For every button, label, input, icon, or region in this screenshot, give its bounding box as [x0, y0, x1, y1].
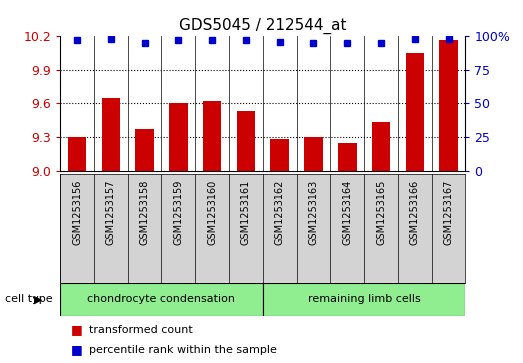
- Text: GSM1253162: GSM1253162: [275, 180, 285, 245]
- Text: ▶: ▶: [34, 294, 42, 305]
- Text: ■: ■: [71, 323, 82, 337]
- Text: GSM1253158: GSM1253158: [140, 180, 150, 245]
- Bar: [101, 98, 120, 171]
- Text: GSM1253161: GSM1253161: [241, 180, 251, 245]
- Text: GSM1253166: GSM1253166: [410, 180, 420, 245]
- Text: cell type: cell type: [5, 294, 53, 305]
- Title: GDS5045 / 212544_at: GDS5045 / 212544_at: [179, 17, 347, 33]
- Bar: [439, 40, 458, 171]
- Bar: [263, 283, 465, 316]
- Text: GSM1253156: GSM1253156: [72, 180, 82, 245]
- Bar: [405, 53, 424, 171]
- Bar: [60, 283, 263, 316]
- Bar: [338, 143, 357, 171]
- Text: GSM1253159: GSM1253159: [173, 180, 184, 245]
- Text: GSM1253165: GSM1253165: [376, 180, 386, 245]
- Text: ■: ■: [71, 343, 82, 356]
- Text: GSM1253167: GSM1253167: [444, 180, 453, 245]
- Text: GSM1253157: GSM1253157: [106, 180, 116, 245]
- Text: GSM1253163: GSM1253163: [309, 180, 319, 245]
- Bar: [236, 111, 255, 171]
- Bar: [68, 137, 86, 171]
- Text: percentile rank within the sample: percentile rank within the sample: [89, 345, 277, 355]
- Bar: [304, 137, 323, 171]
- Text: GSM1253160: GSM1253160: [207, 180, 217, 245]
- Text: transformed count: transformed count: [89, 325, 192, 335]
- Bar: [270, 139, 289, 171]
- Text: GSM1253164: GSM1253164: [342, 180, 353, 245]
- Text: chondrocyte condensation: chondrocyte condensation: [87, 294, 235, 305]
- Text: remaining limb cells: remaining limb cells: [308, 294, 420, 305]
- Bar: [372, 122, 390, 171]
- Bar: [169, 103, 188, 171]
- Bar: [135, 129, 154, 171]
- Bar: [203, 101, 221, 171]
